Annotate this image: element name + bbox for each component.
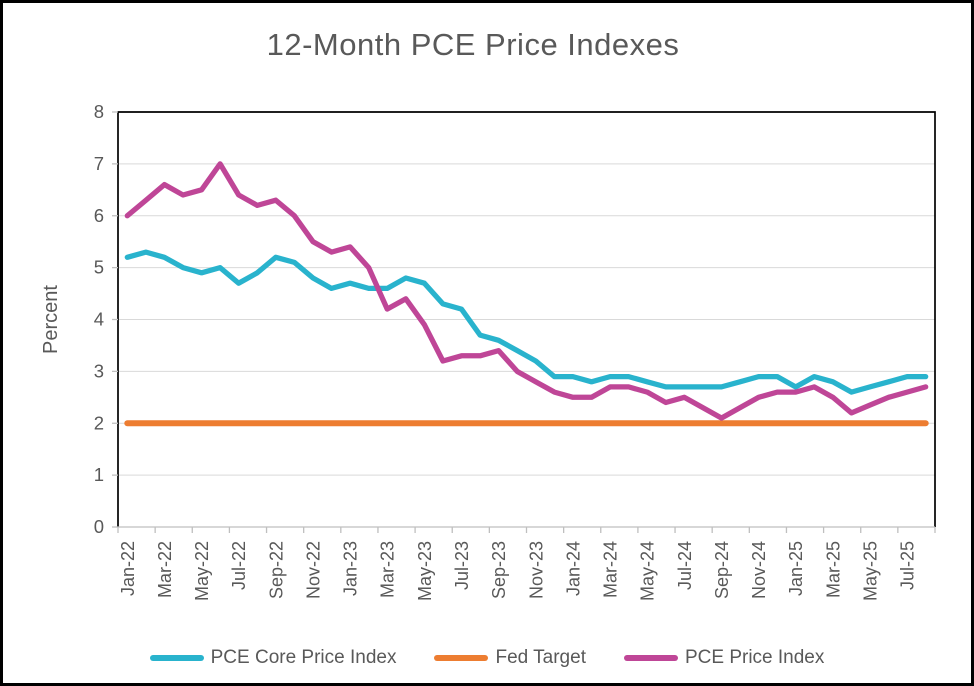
- x-tick-label: Jan-23: [341, 541, 361, 596]
- y-tick-label: 1: [94, 464, 104, 485]
- x-tick-label: Nov-23: [526, 541, 546, 599]
- y-tick-label: 7: [94, 153, 104, 174]
- x-tick-label: May-23: [415, 541, 435, 601]
- y-tick-label: 8: [94, 101, 104, 122]
- x-tick-label: Sep-23: [489, 541, 509, 599]
- y-tick-label: 6: [94, 205, 104, 226]
- x-tick-label: Mar-24: [601, 541, 621, 598]
- legend-line-swatch: [434, 655, 489, 661]
- x-tick-label: Jul-22: [229, 541, 249, 590]
- legend-label: PCE Core Price Index: [210, 647, 397, 668]
- legend-line-swatch: [623, 655, 678, 661]
- legend-label: PCE Price Index: [684, 647, 825, 668]
- series-line-pce-price-index: [124, 161, 929, 421]
- legend-item-pce-price-index: PCE Price Index: [623, 647, 825, 669]
- legend-item-fed-target: Fed Target: [434, 647, 586, 669]
- y-tick-label: 2: [94, 412, 104, 433]
- x-tick-label: May-24: [638, 541, 658, 601]
- series-line-pce-core-price-index: [124, 249, 929, 395]
- y-tick-label: 4: [94, 309, 104, 330]
- x-tick-label: Sep-22: [266, 541, 286, 599]
- chart-title: 12-Month PCE Price Indexes: [266, 27, 680, 62]
- x-tick-label: Nov-22: [303, 541, 323, 599]
- y-axis-title: Percent: [40, 285, 62, 354]
- y-tick-label: 3: [94, 360, 104, 381]
- x-tick-label: May-25: [861, 541, 881, 601]
- legend-label: Fed Target: [495, 647, 586, 668]
- x-tick-label: Jul-24: [675, 541, 695, 590]
- x-tick-label: Jan-25: [786, 541, 806, 596]
- y-tick-label: 0: [94, 516, 104, 537]
- x-tick-label: Jan-22: [118, 541, 138, 596]
- x-tick-label: Nov-24: [749, 541, 769, 599]
- y-tick-label: 5: [94, 257, 104, 278]
- x-tick-label: Mar-23: [378, 541, 398, 598]
- x-tick-label: Mar-25: [823, 541, 843, 598]
- x-tick-label: Jul-25: [898, 541, 918, 590]
- plot-area: 0 1 2 3 4 5 6 7 8 Jan-22 Mar-22 May-22 Jul-22 Sep-22 N…: [40, 101, 936, 601]
- x-tick-label: Jan-24: [563, 541, 583, 596]
- x-tick-label: Jul-23: [452, 541, 472, 590]
- legend-line-swatch: [149, 655, 204, 661]
- x-tick-label: Mar-22: [155, 541, 175, 598]
- legend-item-pce-core-price-index: PCE Core Price Index: [149, 647, 397, 669]
- legend: PCE Core Price Index Fed Target PCE Price …: [3, 647, 971, 669]
- x-tick-label: Sep-24: [712, 541, 732, 599]
- x-tick-label: May-22: [192, 541, 212, 601]
